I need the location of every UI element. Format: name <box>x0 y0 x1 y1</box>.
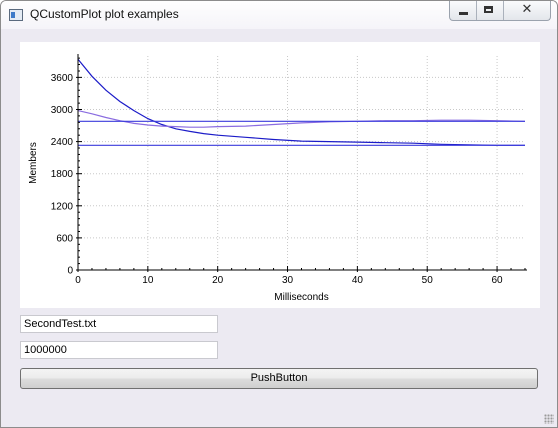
y-axis-label: Members <box>28 142 39 184</box>
x-tick-label-4: 40 <box>352 275 364 286</box>
y-tick-label-6: 3600 <box>51 73 74 84</box>
file-name-input[interactable] <box>20 315 218 333</box>
maximize-icon[interactable] <box>477 1 504 20</box>
minimize-icon[interactable] <box>450 1 477 20</box>
y-tick-label-1: 600 <box>56 233 73 244</box>
y-tick-label-5: 3000 <box>51 105 74 116</box>
x-axis-label: Milliseconds <box>274 292 328 303</box>
title-bar[interactable]: QCustomPlot plot examples ✕ <box>1 1 557 29</box>
plot-widget[interactable]: 0 10 20 30 40 50 60 0 600 1200 1800 2400 3000 3600 Mi… <box>20 42 540 308</box>
series-line-1 <box>78 111 525 128</box>
x-tick-label-5: 50 <box>422 275 434 286</box>
y-tick-label-4: 2400 <box>51 137 74 148</box>
chart-series <box>78 59 525 145</box>
app-window-icon <box>9 9 23 21</box>
chart-grid <box>78 56 525 270</box>
x-tick-label-1: 10 <box>142 275 154 286</box>
window-controls: ✕ <box>449 1 551 21</box>
series-line-0 <box>78 59 525 145</box>
y-tick-label-2: 1200 <box>51 201 74 212</box>
close-icon[interactable]: ✕ <box>504 1 550 20</box>
x-tick-label-6: 60 <box>492 275 504 286</box>
y-tick-label-0: 0 <box>67 266 73 277</box>
count-input[interactable] <box>20 341 218 359</box>
resize-grip-icon[interactable] <box>544 414 554 424</box>
x-tick-label-0: 0 <box>75 275 81 286</box>
x-tick-label-2: 20 <box>212 275 224 286</box>
y-tick-label-3: 1800 <box>51 169 74 180</box>
push-button[interactable]: PushButton <box>20 368 538 389</box>
window-title: QCustomPlot plot examples <box>30 7 179 21</box>
x-tick-label-3: 30 <box>282 275 294 286</box>
